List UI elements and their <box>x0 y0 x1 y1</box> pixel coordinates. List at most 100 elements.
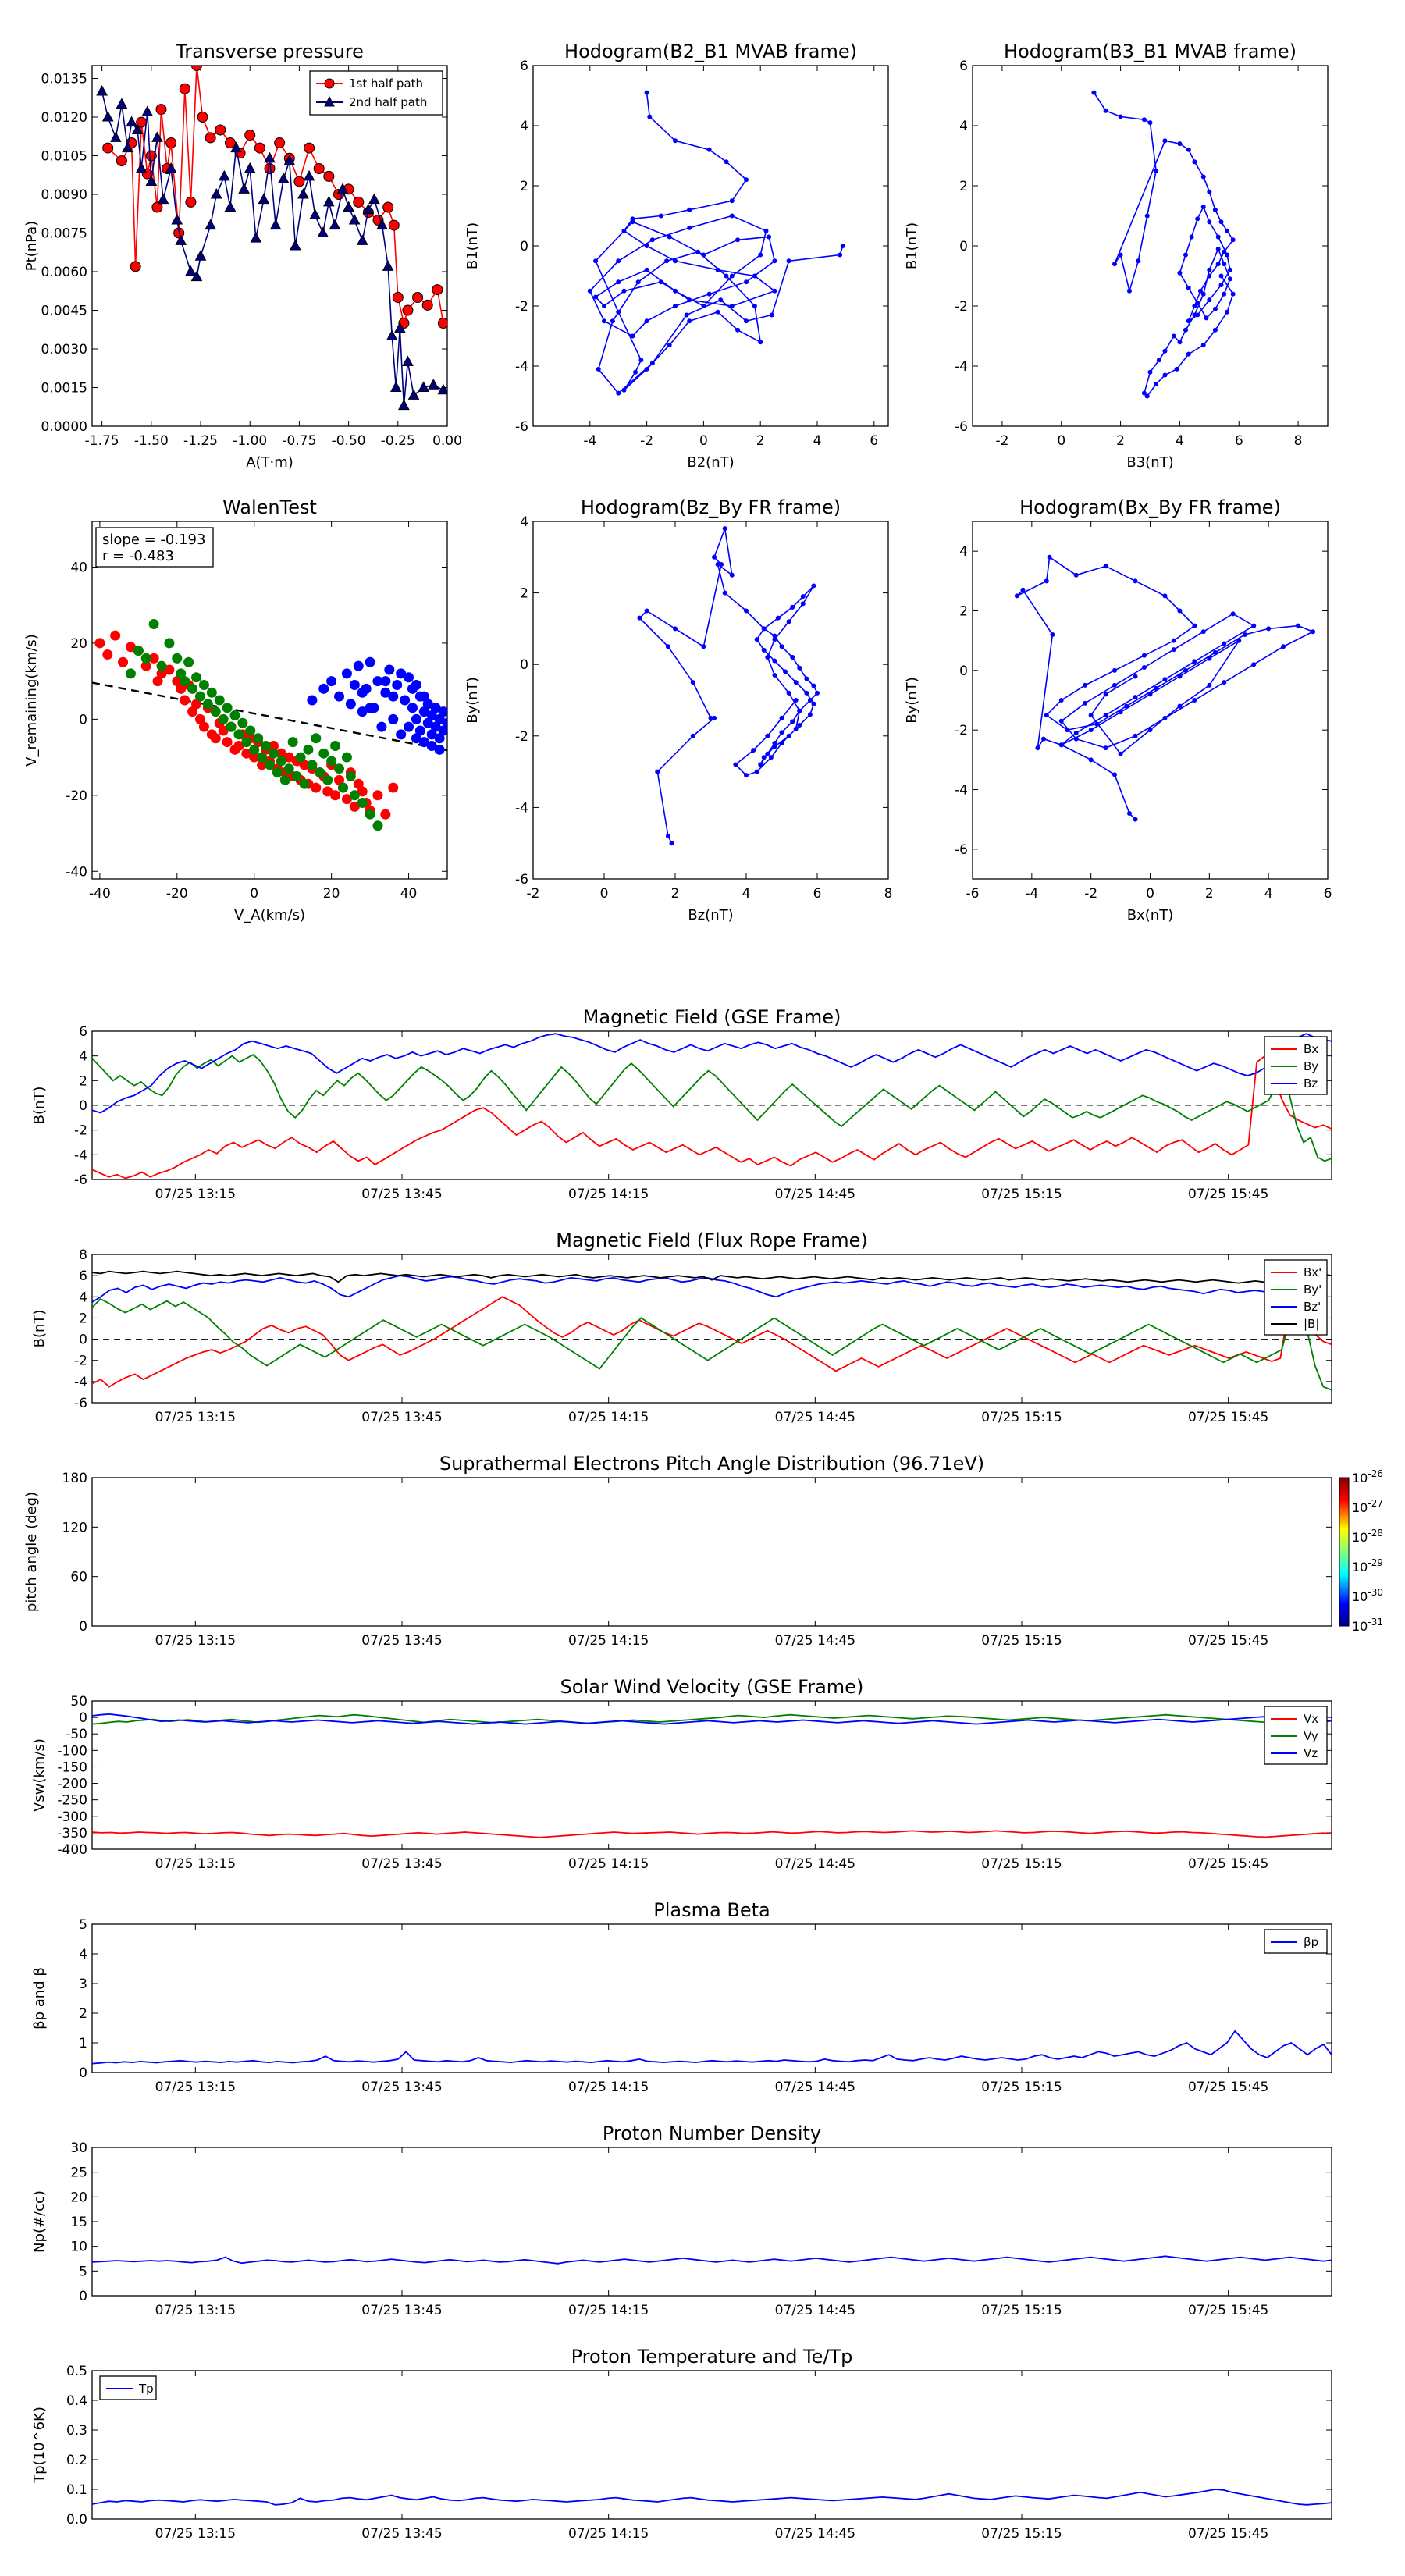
data-point <box>315 767 325 778</box>
data-point <box>658 213 663 219</box>
data-point <box>372 820 383 831</box>
data-point <box>205 219 217 230</box>
data-point <box>1281 644 1286 649</box>
data-point <box>1171 638 1176 643</box>
y-axis-label: Pt(nPa) <box>23 221 40 271</box>
data-point <box>1218 219 1224 225</box>
data-point <box>754 637 759 642</box>
legend-marker <box>324 95 335 107</box>
data-point <box>793 680 799 685</box>
data-point <box>724 273 729 279</box>
y-axis-label: B1(nT) <box>464 222 481 269</box>
data-point <box>807 698 813 703</box>
data-point <box>712 554 717 560</box>
plot-frame <box>91 521 448 880</box>
y-tick-label: 4 <box>79 1947 87 1962</box>
data-point <box>779 644 784 649</box>
data-point <box>616 258 621 264</box>
y-tick-label: -6 <box>955 419 968 435</box>
series-line-0 <box>1016 556 1314 820</box>
data-point <box>664 258 670 264</box>
y-tick-label: 0 <box>79 712 87 728</box>
y-tick-label: 4 <box>520 119 528 134</box>
data-point <box>1207 273 1212 279</box>
legend-label: Bz <box>1304 1076 1318 1091</box>
data-point <box>712 715 717 720</box>
chart-title: Solar Wind Velocity (GSE Frame) <box>560 1676 864 1698</box>
legend: 1st half path 2nd half path <box>309 70 443 116</box>
data-point <box>365 703 375 713</box>
data-point <box>718 297 724 303</box>
data-point <box>1141 653 1147 658</box>
data-point <box>141 105 154 116</box>
data-point <box>222 737 233 748</box>
data-point <box>1215 262 1221 267</box>
data-point <box>1141 117 1147 123</box>
data-point <box>125 642 136 653</box>
data-point <box>621 288 627 294</box>
data-point <box>299 778 310 789</box>
data-point <box>318 683 329 694</box>
data-point <box>644 608 649 614</box>
data-point <box>790 655 795 660</box>
data-point <box>376 219 388 230</box>
plot-area <box>92 2489 1332 2506</box>
data-point <box>404 672 414 683</box>
x-tick-label: 2 <box>1205 886 1214 902</box>
data-point <box>1192 159 1197 165</box>
colorbar-tick-label: 10-26 <box>1352 1468 1383 1485</box>
x-tick-label: 07/25 13:45 <box>361 1633 442 1649</box>
y-tick-label: 0 <box>79 1710 87 1726</box>
data-point <box>1162 348 1168 354</box>
data-point <box>131 123 144 134</box>
data-point <box>322 774 333 785</box>
data-point <box>422 299 433 311</box>
mag-field-gse-chart: Magnetic Field (GSE Frame) -6 -4 -2 0 2 4 6 07/2… <box>31 1006 1332 1202</box>
x-tick-label: 4 <box>1176 433 1184 449</box>
data-point <box>1189 234 1194 240</box>
data-point <box>257 752 268 763</box>
data-point <box>790 604 795 610</box>
data-point <box>1212 649 1218 655</box>
data-point <box>1177 608 1183 614</box>
data-point <box>1218 283 1224 288</box>
data-point <box>775 615 781 621</box>
y-tick-label: 6 <box>959 59 968 74</box>
data-point <box>1094 721 1100 727</box>
data-point <box>761 755 767 760</box>
data-point <box>772 633 777 639</box>
data-point <box>313 163 325 174</box>
data-point <box>772 658 777 664</box>
annotation-text: r = -0.483 <box>102 548 174 564</box>
data-point <box>222 703 233 713</box>
y-axis-label: Tp(10^6K) <box>31 2407 48 2484</box>
x-tick-label: 07/25 13:15 <box>155 2526 236 2542</box>
data-point <box>1225 309 1230 315</box>
data-point <box>1088 713 1094 718</box>
data-point <box>1141 390 1147 396</box>
y-tick-label: 50 <box>70 1694 87 1710</box>
x-tick-label: -0.50 <box>332 433 366 449</box>
data-point <box>1195 301 1200 306</box>
data-point <box>786 619 791 624</box>
data-point <box>156 660 167 671</box>
data-point <box>1162 138 1168 144</box>
data-point <box>1133 733 1138 738</box>
data-point <box>330 740 341 751</box>
y-tick-label: 1 <box>79 2036 87 2051</box>
plot-frame <box>91 2370 1332 2520</box>
data-point <box>1227 276 1232 282</box>
data-point <box>649 361 655 366</box>
data-point <box>434 733 445 744</box>
data-point <box>345 699 356 710</box>
data-point <box>230 141 242 153</box>
data-point <box>765 655 770 660</box>
y-axis-label: βp and β <box>31 1967 48 2030</box>
data-point <box>432 284 443 296</box>
x-tick-label: 4 <box>742 886 751 902</box>
x-tick-label: 07/25 15:15 <box>981 2526 1062 2542</box>
data-point <box>715 309 720 315</box>
series-line-Tp <box>92 2489 1332 2506</box>
data-point <box>644 267 649 272</box>
y-tick-label: 0.0135 <box>41 72 87 87</box>
